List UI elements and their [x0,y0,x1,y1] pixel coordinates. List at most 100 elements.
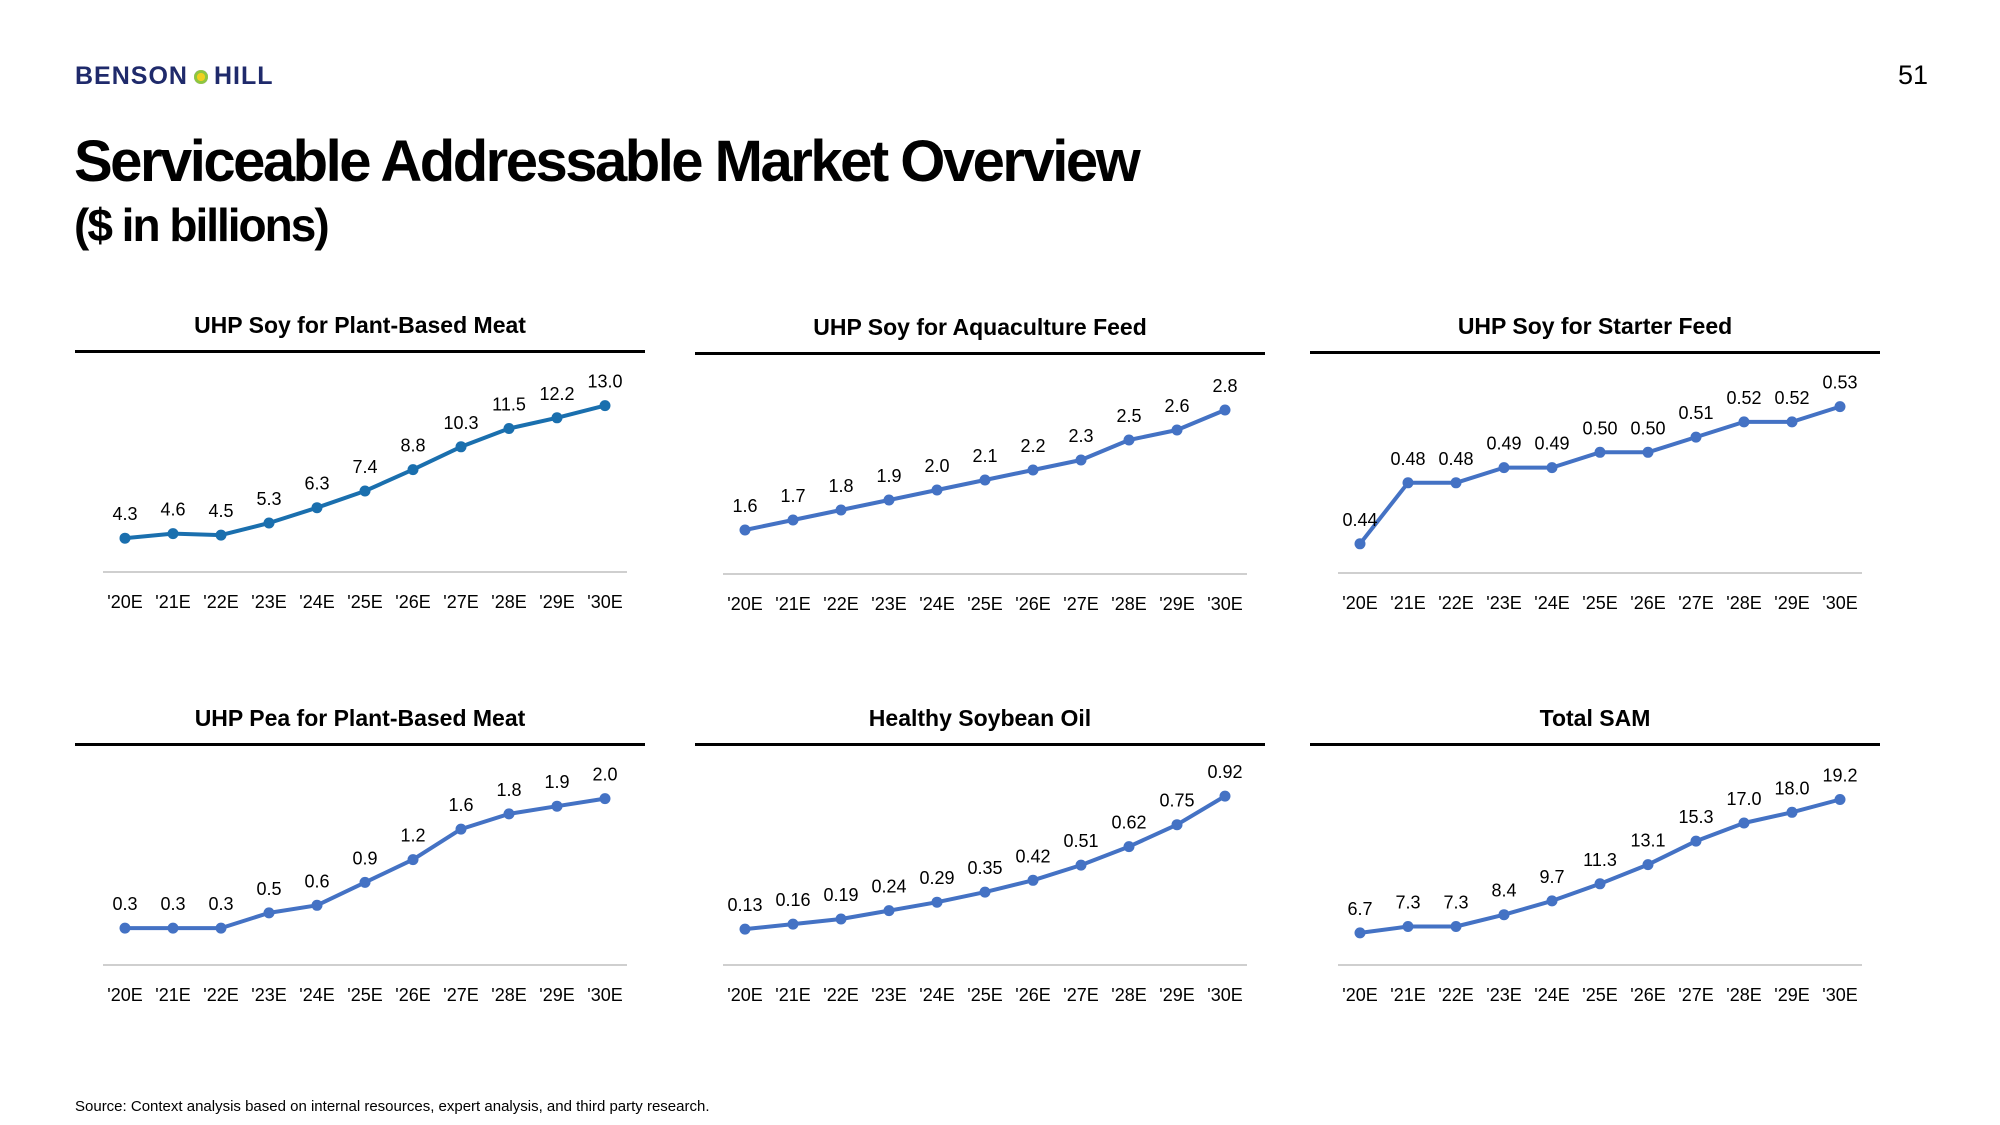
data-label: 13.1 [1630,831,1665,851]
x-tick-label: '24E [299,592,334,612]
logo-text-right: HILL [213,62,274,90]
data-label: 0.24 [871,877,906,897]
x-tick-label: '22E [1438,985,1473,1005]
x-tick-label: '21E [775,985,810,1005]
data-label: 0.35 [967,858,1002,878]
data-label: 0.52 [1774,388,1809,408]
x-tick-label: '28E [1726,985,1761,1005]
data-label: 0.49 [1534,434,1569,454]
data-point [1171,424,1183,436]
data-point [1354,927,1366,939]
x-tick-label: '29E [1774,985,1809,1005]
data-label: 11.5 [492,395,526,415]
data-label: 1.2 [400,826,425,846]
data-label: 2.3 [1068,426,1093,446]
data-label: 0.29 [919,868,954,888]
page-number: 51 [1897,60,1928,90]
data-label: 2.8 [1212,376,1237,396]
chart-title: UHP Pea for Plant-Based Meat [194,705,526,731]
data-label: 6.3 [304,474,329,494]
data-point [1786,416,1798,428]
data-point [979,886,991,898]
chart-panel-soy-plant-meat: UHP Soy for Plant-Based Meat 4.3 4.6 4.5 5.… [75,312,645,642]
x-tick-label: '25E [1582,985,1617,1005]
chart-title: UHP Soy for Plant-Based Meat [194,312,526,338]
data-point [599,793,611,805]
x-tick-label: '29E [1159,594,1194,614]
x-tick-label: '28E [1111,594,1146,614]
data-point [835,913,847,925]
x-tick-label: '26E [1630,985,1665,1005]
x-tick-label: '29E [1159,985,1194,1005]
line-chart: 0.13 0.16 0.19 0.24 0.29 0.35 0.42 0.51 0.62 0.75… [723,762,1247,1005]
x-tick-label: '28E [1726,593,1761,613]
data-point [1402,921,1414,932]
x-tick-label: '30E [1822,985,1857,1005]
chart-title: UHP Soy for Aquaculture Feed [813,314,1147,340]
data-label: 1.6 [448,795,473,815]
data-label: 1.8 [828,476,853,496]
data-point [359,876,371,888]
x-tick-label: '22E [203,985,238,1005]
x-tick-label: '23E [1486,985,1521,1005]
data-point [1402,477,1414,489]
data-label: 0.19 [823,885,858,905]
chart-title: Total SAM [1539,705,1651,731]
data-point [263,907,275,919]
page-subtitle: ($ in billions) [74,199,330,251]
chart-panel-pea-plant-meat: UHP Pea for Plant-Based Meat 0.3 0.3 0.3 0.… [75,705,645,1035]
x-tick-label: '25E [967,985,1002,1005]
x-tick-label: '25E [1582,593,1617,613]
chart-panel-soy-starter-feed: UHP Soy for Starter Feed 0.44 0.48 0.48 0.4… [1310,313,1880,643]
data-point [311,502,323,514]
data-point [1219,790,1231,802]
data-point [979,474,991,486]
line-chart: 0.44 0.48 0.48 0.49 0.49 0.50 0.50 0.51 0.52 0.52… [1338,373,1862,613]
x-tick-label: '29E [539,985,574,1005]
x-tick-label: '21E [155,592,190,612]
x-tick-label: '23E [871,594,906,614]
data-point [835,504,847,516]
line-chart: 4.3 4.6 4.5 5.3 6.3 7.4 8.8 10.3 11.5 12.2 13.0 '20… [103,372,627,612]
data-label: 8.4 [1491,881,1516,901]
x-tick-label: '24E [1534,593,1569,613]
data-point [1642,446,1654,458]
x-tick-label: '24E [1534,985,1569,1005]
data-point [1738,416,1750,428]
data-point [1594,446,1606,458]
title-rule [695,743,1265,746]
data-point [167,528,179,540]
x-tick-label: '26E [1015,594,1050,614]
x-tick-label: '30E [1822,593,1857,613]
x-tick-label: '23E [251,592,286,612]
data-point [787,918,799,930]
x-tick-label: '25E [347,985,382,1005]
data-point [1546,462,1558,474]
data-point [599,400,611,412]
x-tick-label: '23E [251,985,286,1005]
data-point [1738,817,1750,829]
x-tick-label: '30E [587,985,622,1005]
x-tick-label: '22E [823,594,858,614]
data-point [407,854,419,866]
data-label: 2.5 [1116,406,1141,426]
title-rule [1310,743,1880,746]
page-title: Serviceable Addressable Market Overview [74,129,1141,194]
data-label: 0.3 [112,894,137,914]
x-tick-label: '21E [155,985,190,1005]
data-point [1642,859,1654,871]
x-tick-label: '20E [107,592,142,612]
x-tick-label: '27E [1063,985,1098,1005]
data-label: 1.9 [876,466,901,486]
chart-panel-total-sam: Total SAM 6.7 7.3 7.3 8.4 9.7 11.3 13.1 15.3 17.… [1310,705,1880,1035]
x-tick-label: '23E [871,985,906,1005]
data-label: 6.7 [1347,899,1372,919]
line-chart: 0.3 0.3 0.3 0.5 0.6 0.9 1.2 1.6 1.8 1.9 2.0 '20E '21… [103,765,627,1005]
data-label: 0.50 [1582,418,1617,438]
data-point [1171,819,1183,831]
data-point [1690,835,1702,847]
data-label: 8.8 [400,436,425,456]
x-tick-label: '25E [967,594,1002,614]
data-point [1786,806,1798,818]
line-chart: 6.7 7.3 7.3 8.4 9.7 11.3 13.1 15.3 17.0 18.0 19.2 '… [1338,766,1862,1005]
